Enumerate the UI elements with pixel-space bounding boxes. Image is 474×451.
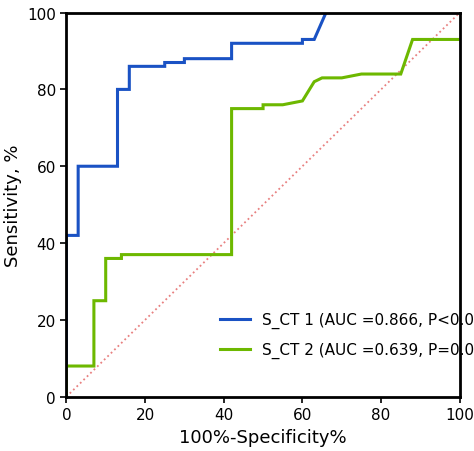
Y-axis label: Sensitivity, %: Sensitivity, % [3,144,21,267]
X-axis label: 100%-Specificity%: 100%-Specificity% [179,428,347,446]
Legend: S_CT 1 (AUC =0.866, P<0.0001), S_CT 2 (AUC =0.639, P=0.0357): S_CT 1 (AUC =0.866, P<0.0001), S_CT 2 (A… [219,313,474,359]
